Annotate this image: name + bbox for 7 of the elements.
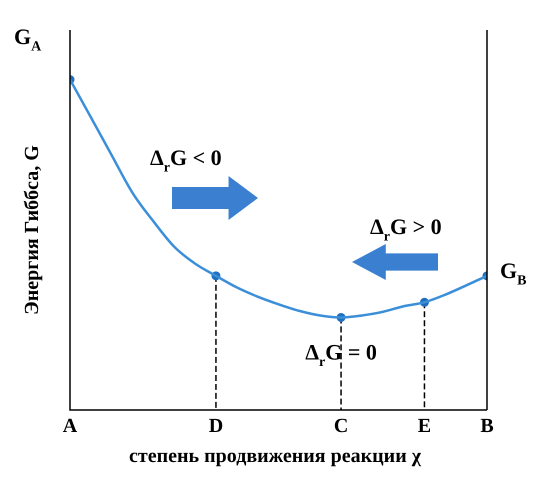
x-tick-label: D [208,415,224,437]
x-tick-label: C [334,415,348,437]
x-axis-title: степень продвижения реакции χ [129,445,422,467]
x-tick-label: A [62,415,78,437]
x-tick-label: E [418,415,432,437]
y-axis-title: Энергия Гиббса, G [21,144,43,315]
x-tick-label: B [480,415,494,437]
